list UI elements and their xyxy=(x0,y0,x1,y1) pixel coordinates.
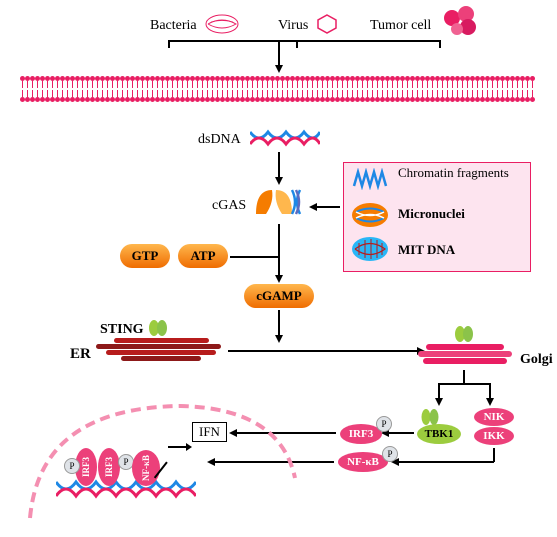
ikk-oval: IKK xyxy=(474,427,514,445)
dsdna-icon xyxy=(250,128,320,148)
atp-text: ATP xyxy=(190,248,215,264)
golgi-right-v xyxy=(489,383,491,399)
golgi-label: Golgi xyxy=(520,352,553,368)
bacteria-icon xyxy=(203,12,241,36)
stim-v3 xyxy=(439,40,441,48)
nik-oval: NIK xyxy=(474,408,514,426)
p-text-2: P xyxy=(387,449,392,459)
irf3-nuc-1-text: IRF3 xyxy=(81,457,91,477)
irf3-nuc-2: IRF3 xyxy=(98,448,120,486)
ifn-box: IFN xyxy=(192,422,227,442)
gtp-text: GTP xyxy=(132,248,159,264)
arrow-ikk-h xyxy=(398,461,494,463)
cgas-label: cGAS xyxy=(212,198,246,214)
irf3-p-badge: P xyxy=(376,416,392,432)
tumor-cell-icon xyxy=(442,5,480,37)
chromatin-text: Chromatin fragments xyxy=(398,165,509,180)
tbk1-text: TBK1 xyxy=(425,428,454,440)
arrow-cgamp-down-head xyxy=(275,335,283,343)
arrow-legend-cgas-head xyxy=(309,203,317,211)
chromatin-label: Chromatin fragments xyxy=(398,166,509,180)
p-text-4: P xyxy=(123,457,128,467)
arrow-er-golgi xyxy=(228,350,418,352)
mitdna-label: MIT DNA xyxy=(398,242,455,258)
arrow-dna-ifn-head xyxy=(186,443,192,451)
arrow-atp-line xyxy=(230,256,278,258)
p-text-1: P xyxy=(381,419,386,429)
tumor-label: Tumor cell xyxy=(370,18,431,34)
sting-tbk1-icon xyxy=(421,406,439,426)
nfkb-nuc-oval: NF-κB xyxy=(132,450,160,486)
nik-text: NIK xyxy=(484,411,505,423)
cgas-icon xyxy=(252,184,308,222)
micronuclei-icon xyxy=(350,202,390,228)
membrane-icon xyxy=(20,76,534,102)
tbk1-oval: TBK1 xyxy=(417,424,461,444)
golgi-icon xyxy=(418,344,516,364)
ifn-text: IFN xyxy=(199,424,220,439)
bacteria-label: Bacteria xyxy=(150,18,197,34)
stim-v1 xyxy=(168,40,170,48)
stim-down xyxy=(278,40,280,66)
micronuclei-label: Micronuclei xyxy=(398,206,465,222)
atp-pill: ATP xyxy=(178,244,228,268)
nfkb-cyto-text: NF-κB xyxy=(347,456,379,468)
gtp-pill: GTP xyxy=(120,244,170,268)
golgi-left-head xyxy=(435,398,443,406)
dsdna-label: dsDNA xyxy=(198,132,241,148)
nfkb-cyto-oval: NF-κB xyxy=(338,452,388,472)
cgamp-pill: cGAMP xyxy=(244,284,314,308)
sting-golgi-icon xyxy=(454,324,474,342)
arrow-cgamp-down xyxy=(278,310,280,336)
ikk-text: IKK xyxy=(483,430,504,442)
arrow-legend-cgas xyxy=(316,206,340,208)
golgi-left-v xyxy=(438,383,440,399)
er-icon xyxy=(96,338,226,361)
arrow-ikk-down xyxy=(493,448,495,462)
nfkb-p-badge: P xyxy=(382,446,398,462)
p-text-3: P xyxy=(69,461,74,471)
nfkb-nuc-text: NF-κB xyxy=(141,455,151,481)
arrow-dsdna-cgas xyxy=(278,152,280,178)
irf3-nuc-2-text: IRF3 xyxy=(104,457,114,477)
irf3-nuc-p1: P xyxy=(64,458,80,474)
cgamp-text: cGAMP xyxy=(256,288,301,304)
irf3-cyto-text: IRF3 xyxy=(349,428,373,440)
arrow-cgas-cgamp xyxy=(278,224,280,276)
stim-h-line xyxy=(168,40,440,42)
golgi-right-head xyxy=(486,398,494,406)
chromatin-icon xyxy=(352,168,388,190)
nucleus-dna-icon xyxy=(56,478,196,500)
mitdna-icon xyxy=(350,236,390,262)
nucleus-arc-icon xyxy=(20,388,300,528)
golgi-split-v xyxy=(463,370,465,384)
stim-arrowhead xyxy=(275,65,283,73)
golgi-split-h xyxy=(438,383,490,385)
arrow-dna-ifn2 xyxy=(168,446,188,448)
er-label: ER xyxy=(70,346,91,363)
arrow-tbk1-irf3 xyxy=(388,432,414,434)
sting-label: STING xyxy=(100,322,144,338)
stim-v2 xyxy=(296,40,298,48)
arrow-cgas-cgamp-head xyxy=(275,275,283,283)
virus-icon xyxy=(316,14,338,34)
sting-icon xyxy=(148,316,168,336)
virus-label: Virus xyxy=(278,18,308,34)
